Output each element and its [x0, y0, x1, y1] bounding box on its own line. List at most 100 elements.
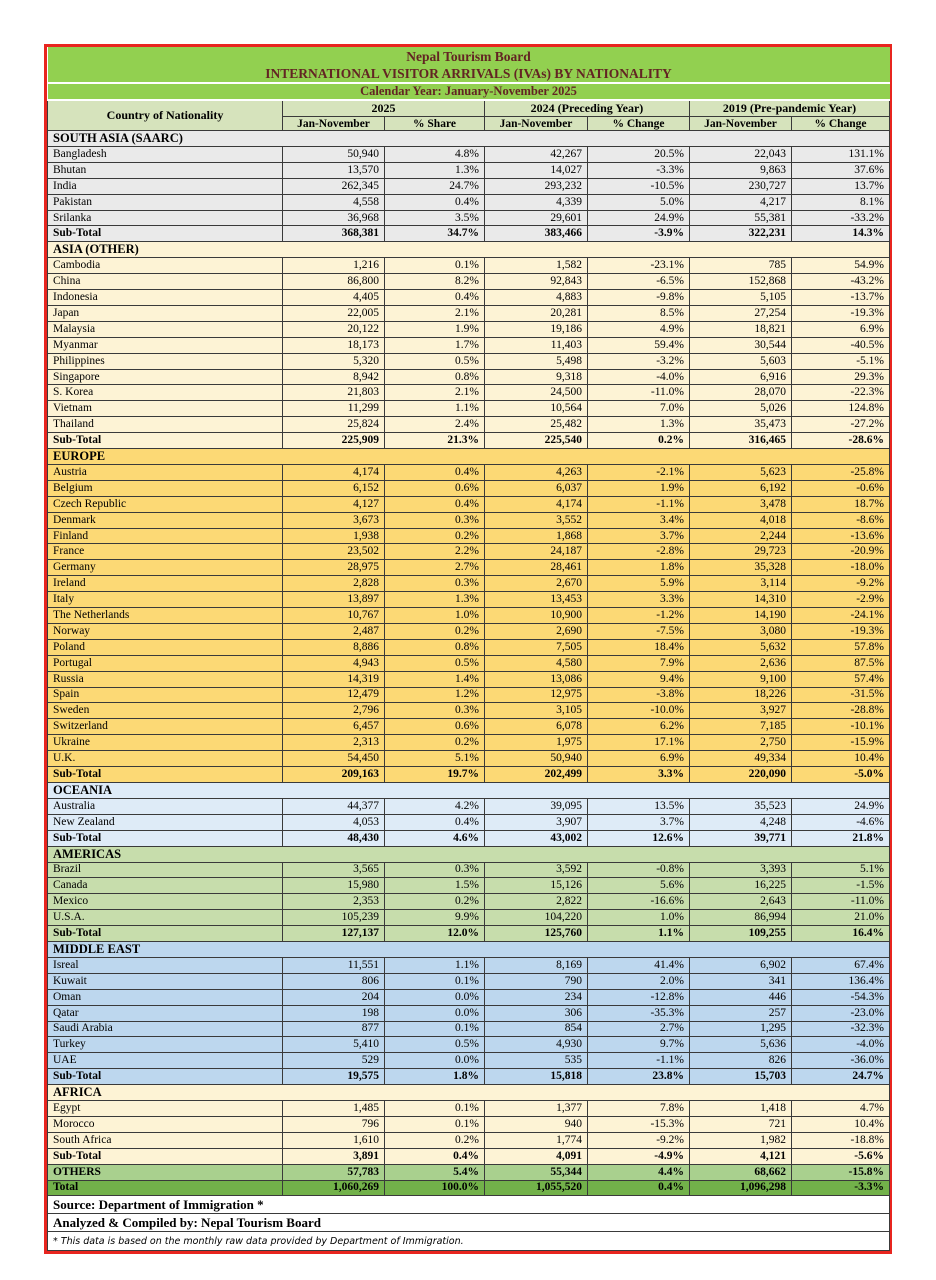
value-cell: 4,018 [689, 511, 792, 529]
value-cell: 20.5% [587, 146, 690, 163]
country-cell: Spain [47, 686, 283, 704]
country-cell: Bangladesh [47, 146, 283, 163]
value-cell: 18.7% [791, 495, 890, 513]
country-cell: Sub-Total [47, 925, 283, 942]
value-cell: 1,377 [484, 1100, 588, 1117]
value-cell: 2.1% [384, 384, 485, 402]
value-cell: 104,220 [484, 909, 588, 927]
value-cell: 6,902 [689, 956, 792, 974]
country-cell: Ireland [47, 575, 283, 593]
value-cell: 4,174 [282, 464, 385, 481]
value-cell: 383,466 [484, 225, 588, 243]
value-cell: 9.7% [587, 1036, 690, 1054]
value-cell: 2.7% [587, 1020, 690, 1038]
country-cell: China [47, 273, 283, 291]
value-cell: -25.8% [791, 464, 890, 481]
value-cell: 42,267 [484, 146, 588, 163]
subtotal-row: Sub-Total 127,137 12.0% 125,760 1.1% 109,255 1… [47, 925, 890, 942]
value-cell: -11.0% [587, 384, 690, 402]
table-row: S. Korea 21,803 2.1% 24,500 -11.0% 28,070 -22.… [47, 384, 890, 402]
group-header-2025: 2025 [282, 99, 485, 117]
country-cell: Qatar [47, 1004, 283, 1022]
value-cell: 18,173 [282, 336, 385, 354]
value-cell: 4,339 [484, 193, 588, 211]
report-period: Calendar Year: January-November 2025 [47, 83, 890, 101]
value-cell: 41.4% [587, 956, 690, 974]
value-cell: 0.4% [384, 495, 485, 513]
value-cell: 4,127 [282, 495, 385, 513]
country-cell: UAE [47, 1052, 283, 1070]
value-cell: 10.4% [791, 750, 890, 767]
value-cell: 5,410 [282, 1036, 385, 1054]
country-cell: Egypt [47, 1100, 283, 1117]
table-row: The Netherlands 10,767 1.0% 10,900 -1.2% 14,1… [47, 607, 890, 624]
value-cell: 57.4% [791, 670, 890, 688]
source-text: Source: Department of Immigration * [47, 1195, 890, 1215]
compiled-by-row: Analyzed & Compiled by: Nepal Tourism Bo… [47, 1213, 890, 1233]
country-column-header: Country of Nationality [47, 99, 283, 131]
value-cell: 18.4% [587, 638, 690, 656]
value-cell: 0.4% [384, 289, 485, 307]
value-cell: 2.4% [384, 416, 485, 434]
section-header: AFRICA [47, 1084, 890, 1102]
value-cell: -15.9% [791, 734, 890, 752]
value-cell: 24.9% [587, 209, 690, 227]
value-cell: 0.0% [384, 1052, 485, 1070]
value-cell: -9.8% [587, 289, 690, 307]
value-cell: 43,002 [484, 829, 588, 847]
value-cell: 446 [689, 988, 792, 1006]
value-cell: 28,461 [484, 559, 588, 577]
value-cell: 5,320 [282, 352, 385, 370]
section-header: OCEANIA [47, 781, 890, 799]
subtotal-row: Sub-Total 19,575 1.8% 15,818 23.8% 15,703 24.7… [47, 1068, 890, 1086]
value-cell: 5,632 [689, 638, 792, 656]
value-cell: 6,037 [484, 479, 588, 497]
sub-header-jan-nov-2025: Jan-November [282, 116, 385, 131]
section-header: MIDDLE EAST [47, 940, 890, 958]
value-cell: 25,482 [484, 416, 588, 434]
value-cell: 4,217 [689, 193, 792, 211]
report-title-row: Nepal Tourism Board [47, 47, 890, 65]
value-cell: 9,318 [484, 368, 588, 386]
country-cell: Total [47, 1179, 283, 1197]
value-cell: 1.0% [587, 909, 690, 927]
value-cell: 3,673 [282, 511, 385, 529]
value-cell: 0.2% [384, 1131, 485, 1149]
value-cell: 25,824 [282, 416, 385, 434]
country-cell: New Zealand [47, 813, 283, 831]
country-cell: Switzerland [47, 718, 283, 736]
country-cell: Sub-Total [47, 1147, 283, 1165]
table-row: Kuwait 806 0.1% 790 2.0% 341 136.4% [47, 972, 890, 990]
value-cell: 14,190 [689, 607, 792, 624]
value-cell: 4,883 [484, 289, 588, 307]
value-cell: 1.8% [587, 559, 690, 577]
value-cell: 24,187 [484, 543, 588, 561]
value-cell: -18.8% [791, 1131, 890, 1149]
value-cell: 3,393 [689, 861, 792, 879]
country-cell: Mexico [47, 893, 283, 911]
value-cell: 368,381 [282, 225, 385, 243]
value-cell: -9.2% [587, 1131, 690, 1149]
value-cell: 12,975 [484, 686, 588, 704]
value-cell: 6,078 [484, 718, 588, 736]
value-cell: 36,968 [282, 209, 385, 227]
value-cell: 2.7% [384, 559, 485, 577]
value-cell: 6,152 [282, 479, 385, 497]
value-cell: 1.3% [587, 416, 690, 434]
value-cell: 198 [282, 1004, 385, 1022]
value-cell: 86,994 [689, 909, 792, 927]
value-cell: 2,636 [689, 654, 792, 672]
table-row: Portugal 4,943 0.5% 4,580 7.9% 2,636 87.5% [47, 654, 890, 672]
value-cell: 20,122 [282, 320, 385, 338]
country-cell: Saudi Arabia [47, 1020, 283, 1038]
table-row: Poland 8,886 0.8% 7,505 18.4% 5,632 57.8% [47, 638, 890, 656]
value-cell: 3,592 [484, 861, 588, 879]
value-cell: 1,582 [484, 257, 588, 275]
compiled-by-text: Analyzed & Compiled by: Nepal Tourism Bo… [47, 1213, 890, 1233]
section-header-row: SOUTH ASIA (SAARC) [47, 130, 890, 147]
report-subtitle: INTERNATIONAL VISITOR ARRIVALS (IVAs) BY… [47, 65, 890, 84]
value-cell: 24,500 [484, 384, 588, 402]
value-cell: -19.3% [791, 305, 890, 322]
country-cell: Belgium [47, 479, 283, 497]
